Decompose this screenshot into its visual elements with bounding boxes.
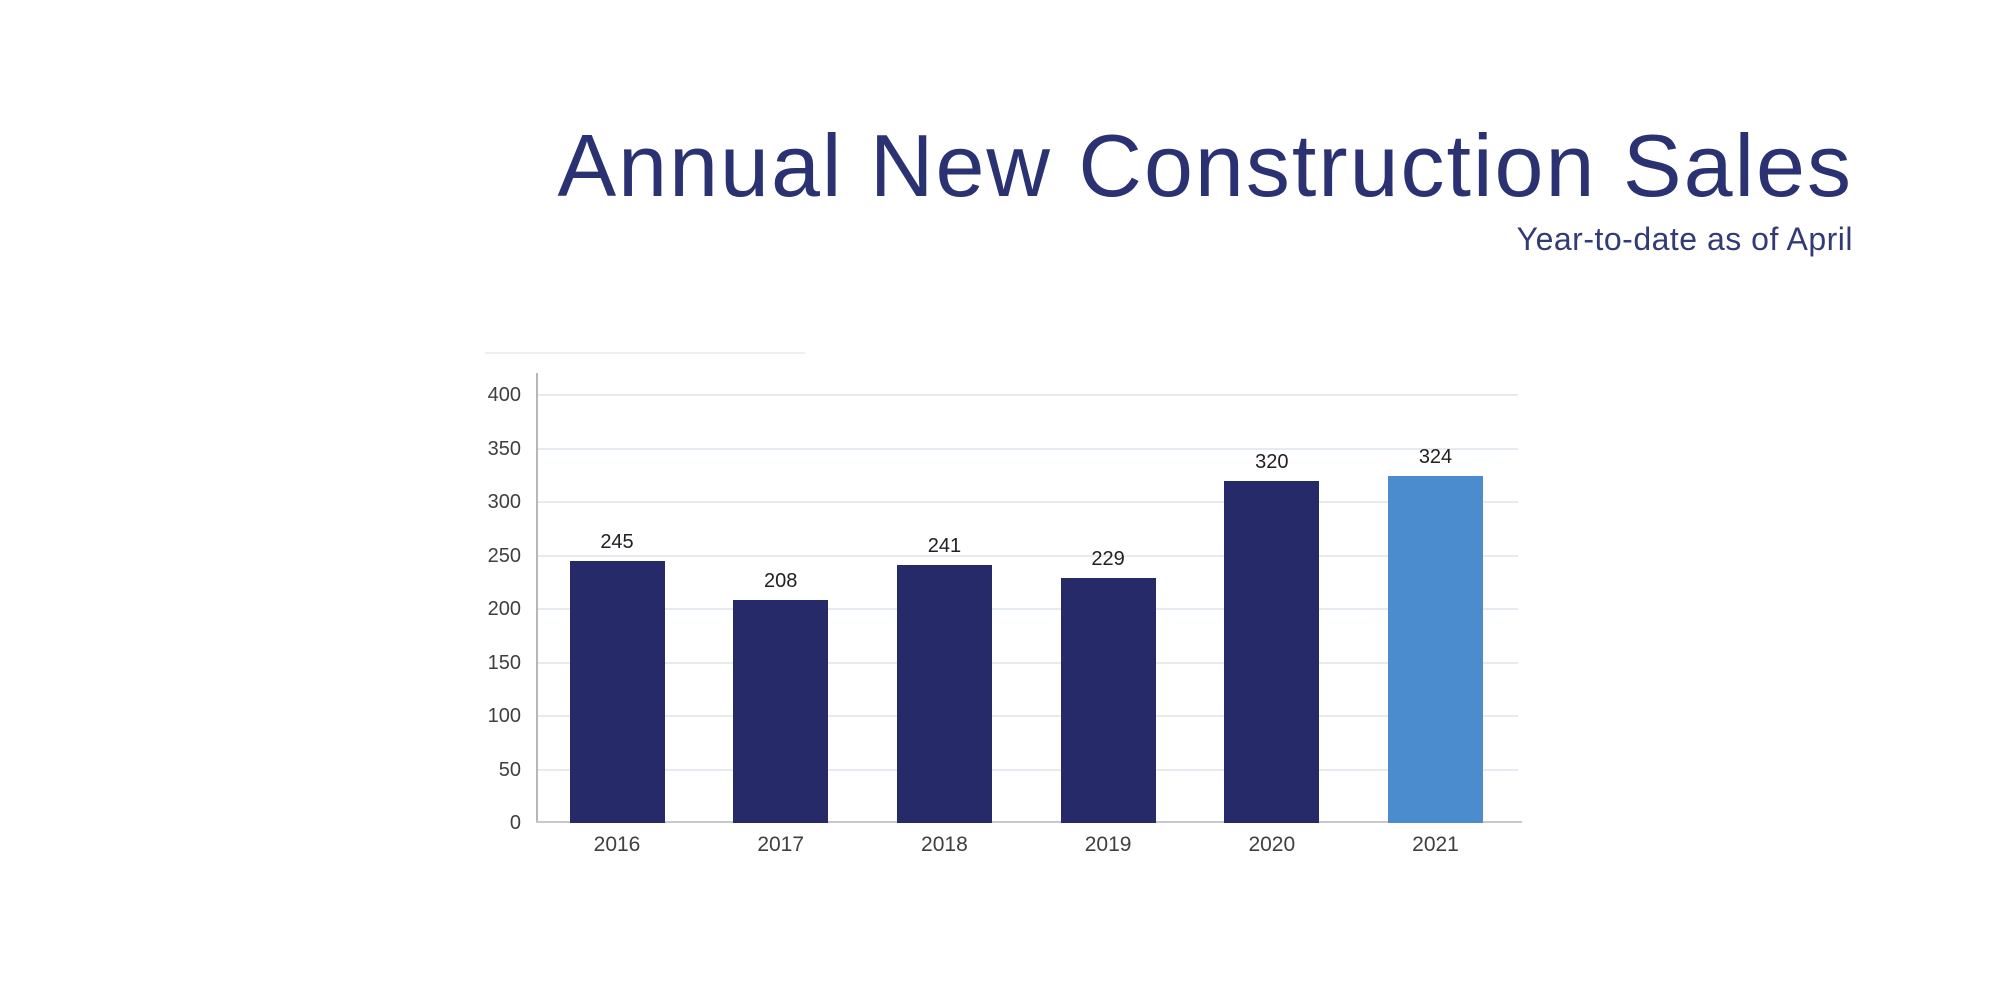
y-axis-tick-label: 0	[509, 812, 521, 834]
bar-value-label: 241	[927, 535, 962, 558]
bar-2017	[733, 600, 829, 823]
x-axis-category-label: 2020	[1248, 833, 1296, 856]
bar-value-label: 245	[600, 530, 634, 553]
bar-2021	[1388, 476, 1483, 823]
y-axis-tick-label: 400	[487, 384, 521, 406]
gridline	[538, 554, 1518, 557]
bar-2018	[896, 565, 992, 823]
x-axis-line	[536, 821, 1522, 823]
chart-header: Annual New Construction Sales Year-to-da…	[557, 121, 1853, 258]
gridline	[538, 608, 1518, 610]
x-axis-category-label: 2016	[593, 833, 641, 856]
x-axis-category-label: 2017	[757, 833, 805, 856]
chart-subtitle: Year-to-date as of April	[1516, 220, 1853, 257]
y-axis-tick-label: 150	[487, 651, 521, 674]
bar-2016	[569, 560, 665, 823]
y-axis-tick-label: 350	[487, 437, 521, 460]
y-axis-line	[536, 373, 538, 823]
gridline	[538, 394, 1518, 396]
bar-value-label: 229	[1091, 548, 1125, 570]
bar-value-label: 208	[764, 570, 798, 593]
bar-chart-plot-area: 0 50 100 150 200 250 300 350 400 245 2016 208 2017 24…	[488, 373, 1522, 856]
chart-title: Annual New Construction Sales	[557, 116, 1853, 215]
bar-2019	[1060, 578, 1156, 823]
gridline	[538, 768, 1518, 771]
x-axis-category-label: 2021	[1412, 833, 1459, 856]
bar-2020	[1224, 480, 1320, 823]
gridline	[538, 501, 1518, 503]
y-axis-tick-label: 250	[487, 544, 521, 567]
x-axis-category-label: 2019	[1084, 833, 1132, 856]
y-axis-tick-label: 100	[487, 705, 521, 727]
gridline	[538, 661, 1518, 664]
chart-frame-top-edge	[485, 352, 805, 354]
bar-value-label: 324	[1418, 446, 1453, 469]
y-axis-tick-label: 200	[487, 598, 521, 620]
bar-value-label: 320	[1255, 450, 1289, 473]
x-axis-category-label: 2018	[921, 833, 968, 856]
y-axis-tick-label: 50	[498, 758, 521, 781]
gridline	[538, 447, 1518, 450]
y-axis-tick-label: 300	[487, 491, 521, 513]
gridline	[538, 715, 1518, 717]
